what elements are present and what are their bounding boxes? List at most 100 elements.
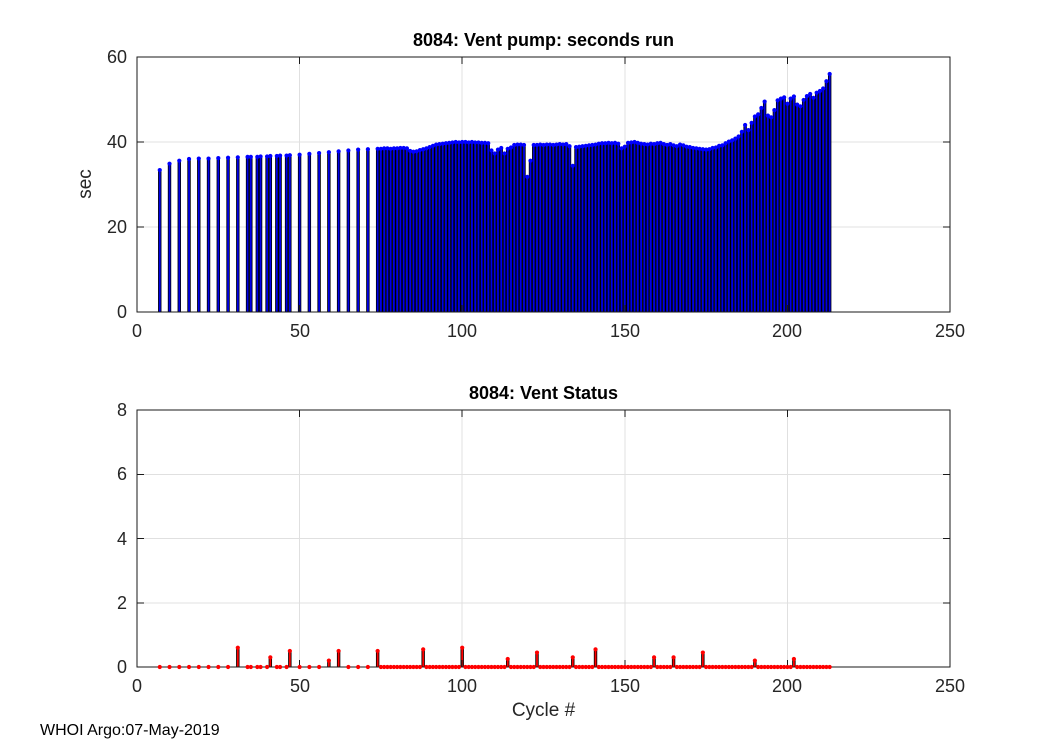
bar bbox=[538, 144, 542, 313]
marker-dot bbox=[206, 156, 211, 161]
marker-dot bbox=[421, 647, 426, 652]
marker-dot bbox=[707, 147, 712, 152]
bar bbox=[466, 142, 471, 313]
marker-dot bbox=[398, 664, 403, 670]
marker-dot bbox=[408, 148, 413, 154]
marker-dot bbox=[590, 664, 595, 670]
bar bbox=[671, 144, 676, 313]
marker-dot bbox=[473, 664, 478, 670]
marker-dot bbox=[596, 664, 601, 670]
marker-dot bbox=[625, 664, 631, 670]
marker-dot bbox=[450, 664, 455, 670]
bar bbox=[421, 648, 425, 668]
marker-dot bbox=[512, 664, 517, 670]
marker-dot bbox=[544, 664, 549, 670]
marker-dot bbox=[648, 664, 653, 670]
marker-dot bbox=[401, 145, 406, 151]
bar bbox=[437, 143, 442, 313]
bar bbox=[766, 115, 770, 313]
marker-dot bbox=[515, 664, 520, 670]
x-tick-label: 50 bbox=[289, 321, 311, 341]
bar bbox=[645, 144, 650, 313]
bar bbox=[346, 150, 351, 313]
bar bbox=[551, 144, 555, 313]
marker-dot bbox=[583, 143, 588, 148]
marker-dot bbox=[638, 141, 644, 146]
marker-dot bbox=[157, 167, 162, 173]
bar bbox=[658, 142, 663, 313]
marker-dot bbox=[655, 141, 660, 146]
marker-dot bbox=[736, 664, 741, 670]
bar bbox=[688, 146, 692, 313]
bar bbox=[805, 95, 809, 313]
bar bbox=[398, 147, 403, 313]
marker-dot bbox=[245, 154, 250, 159]
marker-dot bbox=[736, 134, 741, 139]
marker-dot bbox=[720, 664, 725, 670]
bar bbox=[502, 153, 507, 313]
marker-dot bbox=[385, 664, 390, 670]
bar bbox=[558, 143, 562, 313]
marker-dot bbox=[772, 664, 777, 670]
bar bbox=[476, 142, 481, 313]
marker-dot bbox=[264, 664, 270, 670]
marker-dot bbox=[811, 664, 816, 670]
marker-dot bbox=[417, 664, 423, 670]
marker-dot bbox=[460, 645, 465, 650]
marker-dot bbox=[255, 154, 260, 159]
marker-dot bbox=[827, 71, 832, 77]
bar bbox=[226, 157, 230, 313]
marker-dot bbox=[710, 664, 715, 670]
marker-dot bbox=[177, 664, 182, 670]
y-tick-label: 8 bbox=[116, 400, 127, 420]
marker-dot bbox=[759, 664, 764, 670]
marker-dot bbox=[346, 148, 351, 153]
marker-dot bbox=[508, 145, 514, 150]
marker-dot bbox=[778, 96, 784, 101]
bar bbox=[405, 147, 409, 313]
marker-dot bbox=[518, 142, 523, 147]
marker-dot bbox=[616, 141, 621, 146]
marker-dot bbox=[801, 664, 806, 670]
marker-dot bbox=[216, 664, 221, 670]
marker-dot bbox=[817, 88, 823, 94]
bar bbox=[720, 144, 725, 313]
bar bbox=[626, 142, 630, 313]
bar bbox=[460, 141, 464, 313]
marker-dot bbox=[268, 655, 273, 660]
bar bbox=[535, 652, 539, 668]
marker-dot bbox=[677, 664, 683, 670]
marker-dot bbox=[583, 664, 588, 670]
marker-dot bbox=[765, 113, 770, 118]
marker-dot bbox=[489, 148, 494, 153]
bar bbox=[470, 141, 474, 313]
marker-dot bbox=[268, 153, 273, 159]
marker-dot bbox=[762, 99, 767, 104]
bar bbox=[593, 648, 598, 668]
bar bbox=[710, 147, 715, 313]
bar bbox=[512, 144, 516, 313]
marker-dot bbox=[791, 656, 797, 662]
marker-dot bbox=[382, 146, 387, 151]
marker-dot bbox=[730, 664, 735, 670]
bar bbox=[782, 96, 786, 313]
bar bbox=[756, 113, 760, 313]
marker-dot bbox=[235, 155, 240, 160]
marker-dot bbox=[629, 140, 634, 145]
marker-dot bbox=[664, 664, 670, 670]
y-tick-label: 0 bbox=[116, 657, 127, 677]
bar bbox=[597, 143, 601, 313]
marker-dot bbox=[573, 664, 579, 670]
x-tick-label: 0 bbox=[131, 321, 142, 341]
bar bbox=[587, 144, 591, 313]
marker-dot bbox=[499, 664, 504, 670]
marker-dot bbox=[274, 153, 279, 159]
marker-dot bbox=[619, 146, 624, 151]
top-chart-ylabel: sec bbox=[75, 169, 96, 199]
marker-dot bbox=[655, 664, 660, 670]
bar bbox=[785, 103, 790, 313]
marker-dot bbox=[476, 140, 481, 145]
bar bbox=[408, 150, 412, 313]
y-tick-label: 20 bbox=[106, 217, 127, 237]
bar bbox=[600, 142, 604, 313]
